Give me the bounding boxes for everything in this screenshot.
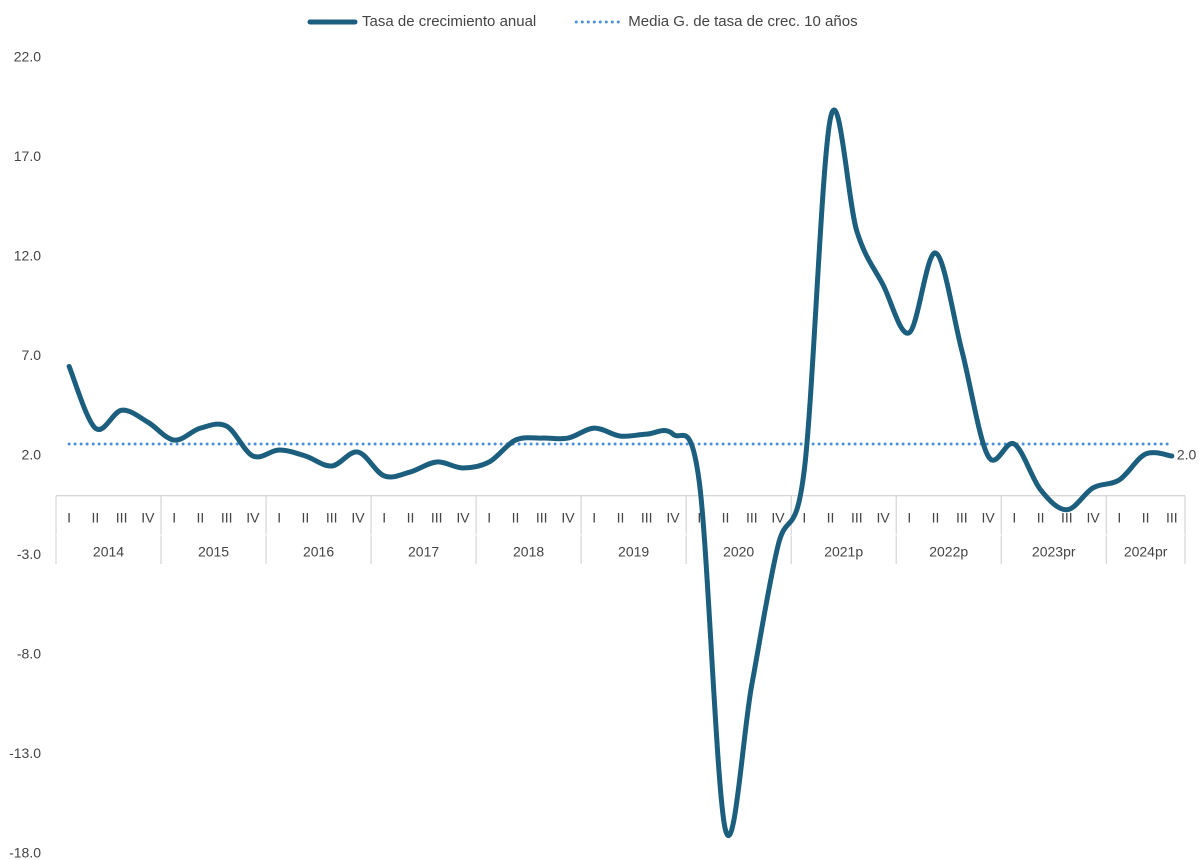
x-group-label: 2017 (408, 544, 439, 560)
x-tick-label: III (1061, 510, 1073, 526)
x-group-label: 2014 (93, 544, 124, 560)
x-tick-label: III (431, 510, 443, 526)
x-tick-label: I (487, 510, 491, 526)
x-tick-label: IV (351, 510, 365, 526)
x-tick-label: IV (666, 510, 680, 526)
x-tick-label: III (536, 510, 548, 526)
x-group-label: 2022p (929, 544, 968, 560)
x-group-label: 2019 (618, 544, 649, 560)
y-tick-label: 2.0 (22, 447, 42, 463)
x-tick-label: I (67, 510, 71, 526)
x-tick-label: II (1037, 510, 1045, 526)
x-tick-label: III (326, 510, 338, 526)
x-tick-label: I (802, 510, 806, 526)
x-group-label: 2018 (513, 544, 544, 560)
series-line (66, 107, 1175, 838)
x-tick-label: III (221, 510, 233, 526)
y-tick-label: 12.0 (14, 248, 41, 264)
x-tick-label: IV (876, 510, 890, 526)
x-tick-label: II (932, 510, 940, 526)
x-tick-label: III (851, 510, 863, 526)
legend-label: Tasa de crecimiento anual (362, 13, 536, 30)
legend-label: Media G. de tasa de crec. 10 años (628, 13, 857, 30)
x-tick-label: I (1012, 510, 1016, 526)
x-tick-label: III (641, 510, 653, 526)
x-tick-label: IV (771, 510, 785, 526)
y-tick-label: 22.0 (14, 49, 41, 65)
x-tick-label: II (302, 510, 310, 526)
x-tick-label: II (722, 510, 730, 526)
x-tick-label: I (697, 510, 701, 526)
x-group-label: 2015 (198, 544, 229, 560)
y-tick-label: -8.0 (17, 646, 41, 662)
x-tick-label: II (1142, 510, 1150, 526)
x-group-label: 2020 (723, 544, 754, 560)
x-tick-label: III (1166, 510, 1178, 526)
x-tick-label: III (746, 510, 758, 526)
x-tick-label: IV (981, 510, 995, 526)
x-tick-label: II (827, 510, 835, 526)
x-tick-label: IV (561, 510, 575, 526)
y-tick-label: -3.0 (17, 546, 41, 562)
x-tick-label: I (277, 510, 281, 526)
x-tick-label: II (197, 510, 205, 526)
x-tick-label: I (382, 510, 386, 526)
x-tick-label: IV (456, 510, 470, 526)
y-tick-label: 17.0 (14, 148, 41, 164)
x-group-label: 2016 (303, 544, 334, 560)
x-tick-label: I (907, 510, 911, 526)
x-tick-label: I (1117, 510, 1121, 526)
data-label: 2.0 (1177, 447, 1197, 463)
x-tick-label: II (91, 510, 99, 526)
x-group-label: 2023pr (1032, 544, 1076, 560)
x-tick-label: III (116, 510, 128, 526)
y-tick-label: 7.0 (22, 347, 42, 363)
x-tick-label: IV (141, 510, 155, 526)
x-tick-label: II (407, 510, 415, 526)
x-tick-label: IV (246, 510, 260, 526)
y-tick-label: -18.0 (9, 845, 41, 860)
x-group-label: 2021p (824, 544, 863, 560)
x-tick-label: I (592, 510, 596, 526)
x-group-label: 2024pr (1124, 544, 1168, 560)
y-tick-label: -13.0 (9, 745, 41, 761)
x-tick-label: I (172, 510, 176, 526)
x-tick-label: IV (1086, 510, 1100, 526)
x-tick-label: III (956, 510, 968, 526)
x-tick-label: II (512, 510, 520, 526)
x-tick-label: II (617, 510, 625, 526)
